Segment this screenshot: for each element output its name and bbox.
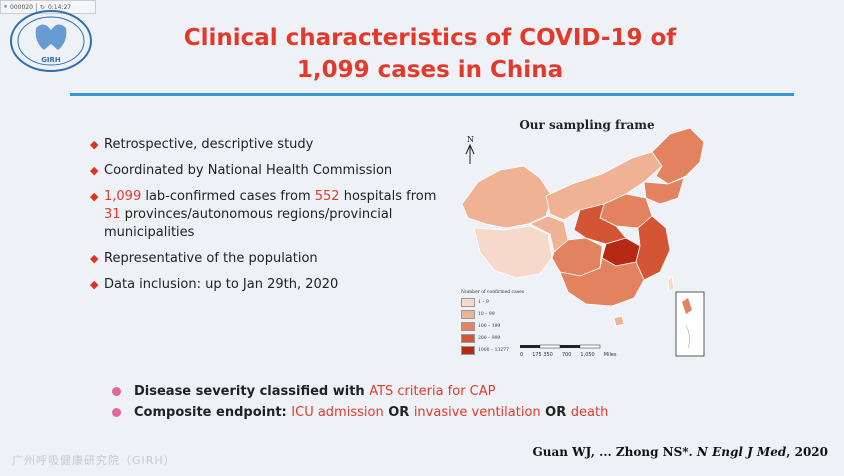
bullet-text: OR bbox=[383, 405, 414, 420]
bullet-text: lab-confirmed cases from bbox=[141, 189, 315, 204]
scale-label: 175 350 bbox=[532, 352, 553, 358]
refresh-icon[interactable]: ↻ bbox=[39, 3, 45, 11]
region-hainan bbox=[613, 315, 625, 327]
scale-label: 0 bbox=[520, 352, 524, 358]
south-china-sea-inset bbox=[675, 291, 705, 357]
girh-logo: GIRH bbox=[10, 10, 92, 72]
highlight-text: 552 bbox=[314, 189, 340, 204]
highlight-text: invasive ventilation bbox=[413, 405, 541, 420]
citation-authors: Guan WJ, ... Zhong NS*. bbox=[532, 445, 697, 459]
diamond-bullet-icon: ◆ bbox=[90, 190, 99, 203]
legend-swatch bbox=[461, 298, 475, 307]
dot-bullet-icon bbox=[112, 387, 121, 396]
bullet-list: ◆ Retrospective, descriptive study ◆ Coordi… bbox=[90, 136, 450, 302]
diamond-bullet-icon: ◆ bbox=[90, 252, 99, 265]
map-legend: Number of confirmed cases 1 – 9 10 – 99 10… bbox=[461, 290, 524, 355]
highlight-text: 31 bbox=[104, 207, 121, 222]
legend-swatch bbox=[461, 346, 475, 355]
bottom-bullet-item: Disease severity classified with ATS cri… bbox=[112, 381, 732, 402]
scale-bar-graphic bbox=[520, 344, 601, 349]
legend-swatch bbox=[461, 310, 475, 319]
legend-swatch bbox=[461, 334, 475, 343]
video-player-bar: ⏸ 000020 ↻ 0:14:27 bbox=[0, 0, 96, 14]
region-northeast bbox=[651, 127, 705, 185]
bottom-bullet-list: Disease severity classified with ATS cri… bbox=[112, 381, 732, 423]
region-xinjiang bbox=[461, 165, 553, 229]
legend-item: 10 – 99 bbox=[461, 310, 524, 319]
bullet-text: hospitals from bbox=[339, 189, 437, 204]
dot-bullet-icon bbox=[112, 408, 121, 417]
scale-label: 700 bbox=[561, 352, 572, 358]
legend-title: Number of confirmed cases bbox=[461, 290, 525, 295]
bullet-item: ◆ Representative of the population bbox=[90, 250, 450, 268]
legend-label: 200 – 999 bbox=[478, 336, 501, 341]
bullet-item: ◆ Coordinated by National Health Commissi… bbox=[90, 162, 450, 180]
legend-label: 100 – 199 bbox=[478, 324, 501, 329]
diamond-bullet-icon: ◆ bbox=[90, 164, 99, 177]
legend-swatch bbox=[461, 322, 475, 331]
title-line-2: 1,099 cases in China bbox=[296, 57, 564, 83]
china-map-figure: Our sampling frame N bbox=[456, 112, 718, 370]
highlight-text: ICU admission bbox=[291, 405, 384, 420]
time-counter-left: 000020 bbox=[10, 3, 33, 11]
north-arrow-icon bbox=[465, 143, 475, 164]
watermark: 广州呼吸健康研究院（GIRH） bbox=[12, 454, 176, 467]
diamond-bullet-icon: ◆ bbox=[90, 138, 99, 151]
citation: Guan WJ, ... Zhong NS*. N Engl J Med, 20… bbox=[532, 445, 828, 459]
highlight-text: ATS criteria for CAP bbox=[369, 384, 496, 399]
legend-label: 1 – 9 bbox=[478, 300, 489, 305]
scale-label: 1,050 bbox=[580, 352, 595, 358]
bullet-text: Representative of the population bbox=[104, 251, 318, 266]
legend-label: 1000 – 13277 bbox=[478, 348, 509, 353]
highlight-text: 1,099 bbox=[104, 189, 142, 204]
bullet-item: ◆ 1,099 lab-confirmed cases from 552 hosp… bbox=[90, 188, 450, 242]
bullet-text: Coordinated by National Health Commissio… bbox=[104, 163, 393, 178]
highlight-text: death bbox=[570, 405, 609, 420]
bullet-text: Retrospective, descriptive study bbox=[104, 137, 314, 152]
legend-item: 1000 – 13277 bbox=[461, 346, 524, 355]
citation-year: , 2020 bbox=[786, 445, 828, 459]
legend-item: 1 – 9 bbox=[461, 298, 524, 307]
scale-unit: Miles bbox=[603, 352, 617, 358]
china-map: N bbox=[461, 127, 705, 357]
legend-label: 10 – 99 bbox=[478, 312, 495, 317]
map-title: Our sampling frame bbox=[519, 118, 655, 132]
scale-labels: 0 175 350 700 1,050 Miles bbox=[520, 352, 617, 358]
region-jilin-liaoning bbox=[643, 177, 685, 205]
region-tibet bbox=[473, 225, 553, 279]
legend-item: 200 – 999 bbox=[461, 334, 524, 343]
logo-text: GIRH bbox=[41, 56, 61, 64]
time-counter-right: 0:14:27 bbox=[47, 3, 72, 11]
bullet-item: ◆ Data inclusion: up to Jan 29th, 2020 bbox=[90, 276, 450, 294]
bullet-text: OR bbox=[540, 405, 571, 420]
region-south bbox=[559, 257, 645, 307]
title-line-1: Clinical characteristics of COVID-19 of bbox=[183, 25, 677, 51]
bullet-text: provinces/autonomous regions/provincial … bbox=[104, 207, 393, 240]
bullet-text: Disease severity classified with bbox=[134, 384, 370, 399]
north-label: N bbox=[467, 135, 474, 144]
diamond-bullet-icon: ◆ bbox=[90, 278, 99, 291]
title-divider bbox=[70, 93, 794, 96]
bullet-text: Composite endpoint: bbox=[134, 405, 292, 420]
divider bbox=[35, 2, 37, 12]
bullet-text: Data inclusion: up to Jan 29th, 2020 bbox=[104, 277, 339, 292]
map-scale-bar: 0 175 350 700 1,050 Miles bbox=[520, 344, 617, 358]
slide-title: Clinical characteristics of COVID-19 of … bbox=[150, 22, 710, 86]
bullet-item: ◆ Retrospective, descriptive study bbox=[90, 136, 450, 154]
pause-icon[interactable]: ⏸ bbox=[4, 3, 8, 10]
bottom-bullet-item: Composite endpoint: ICU admission OR inv… bbox=[112, 402, 732, 423]
region-east-coast bbox=[635, 215, 671, 281]
region-taiwan bbox=[667, 275, 675, 293]
citation-journal: N Engl J Med bbox=[696, 445, 787, 459]
legend-item: 100 – 199 bbox=[461, 322, 524, 331]
